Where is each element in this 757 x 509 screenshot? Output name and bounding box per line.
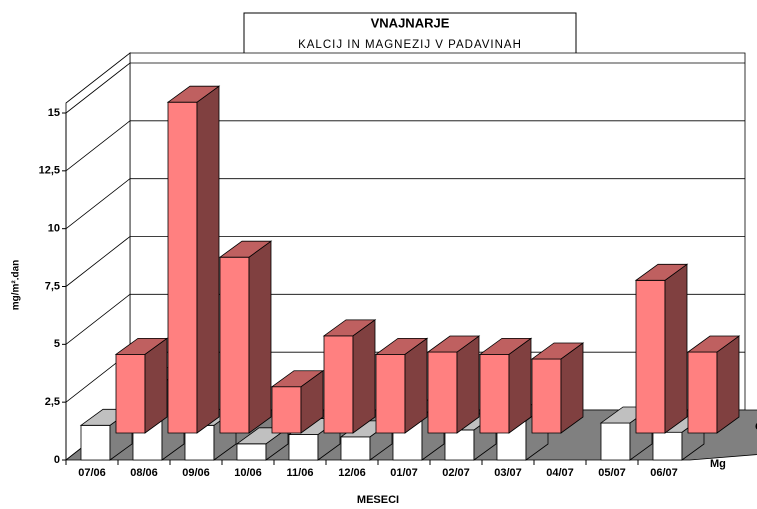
bar-front bbox=[479, 353, 510, 434]
bar-front bbox=[80, 424, 111, 461]
chart-subtitle: KALCIJ IN MAGNEZIJ V PADAVINAH bbox=[298, 39, 522, 51]
x-tick-label: 06/07 bbox=[650, 467, 678, 479]
bar bbox=[114, 337, 169, 434]
y-tick-label: 12,5 bbox=[39, 165, 60, 177]
bar-side bbox=[248, 240, 272, 434]
bar-top bbox=[686, 335, 741, 353]
bar-front bbox=[652, 431, 683, 461]
bar-front bbox=[635, 279, 666, 434]
bar-front bbox=[167, 101, 198, 434]
bar-top bbox=[270, 370, 325, 388]
x-tick-label: 11/06 bbox=[287, 467, 314, 479]
bar-top bbox=[322, 319, 377, 337]
bar bbox=[478, 337, 533, 434]
bar bbox=[374, 337, 429, 434]
bar-front bbox=[323, 335, 354, 434]
bar bbox=[634, 263, 689, 434]
bar bbox=[166, 85, 221, 434]
bar bbox=[686, 335, 741, 434]
bar bbox=[270, 369, 325, 434]
bar-side bbox=[144, 337, 168, 434]
bar-side bbox=[664, 263, 688, 434]
bar-top bbox=[166, 85, 221, 103]
grid-line bbox=[65, 62, 745, 114]
x-tick-label: 09/06 bbox=[182, 467, 210, 479]
bar-side bbox=[508, 337, 532, 434]
bar-side bbox=[352, 319, 376, 434]
bar-top bbox=[634, 263, 689, 281]
y-axis-label: mg/m².dan bbox=[11, 260, 22, 311]
title-box bbox=[243, 12, 577, 61]
grid-line bbox=[65, 178, 745, 229]
x-tick-label: 10/06 bbox=[234, 467, 262, 479]
x-tick-label: 02/07 bbox=[442, 467, 470, 479]
x-tick-label: 05/07 bbox=[598, 467, 626, 479]
x-axis-label: MESECI bbox=[357, 494, 399, 506]
x-tick-label: 08/06 bbox=[130, 467, 158, 479]
y-tick-label: 15 bbox=[48, 107, 60, 119]
bar bbox=[426, 335, 481, 434]
bar-front bbox=[531, 358, 562, 434]
y-tick-label: 7,5 bbox=[45, 280, 60, 292]
bar-front bbox=[375, 353, 406, 434]
bar bbox=[530, 342, 585, 434]
legend-label: Ca bbox=[755, 421, 757, 433]
bar-front bbox=[271, 386, 302, 434]
bar-side bbox=[404, 337, 428, 434]
bar-front bbox=[444, 429, 475, 461]
bar-top bbox=[530, 342, 585, 360]
bar-front bbox=[340, 436, 371, 461]
grid-line bbox=[65, 236, 745, 287]
bar-side bbox=[716, 335, 740, 434]
grid-line bbox=[65, 293, 745, 345]
x-tick-label: 03/07 bbox=[494, 467, 522, 479]
y-tick-label: 5 bbox=[54, 338, 60, 350]
bar bbox=[322, 319, 377, 434]
x-tick-label: 01/07 bbox=[390, 467, 418, 479]
bar-front bbox=[236, 443, 267, 461]
y-tick-label: 0 bbox=[54, 454, 60, 466]
bar-top bbox=[218, 240, 273, 258]
bar-top bbox=[114, 337, 169, 355]
x-tick-label: 12/06 bbox=[338, 467, 366, 479]
legend-label: Mg bbox=[710, 458, 726, 470]
bar-front bbox=[115, 353, 146, 434]
y-tick-label: 2,5 bbox=[45, 396, 60, 408]
bar-front bbox=[427, 351, 458, 434]
grid-line bbox=[65, 120, 745, 172]
bar-side bbox=[456, 335, 480, 434]
x-tick-label: 04/07 bbox=[546, 467, 574, 479]
bar-front bbox=[687, 351, 718, 434]
bar-top bbox=[426, 335, 481, 353]
bar-front bbox=[288, 434, 319, 461]
x-tick-label: 07/06 bbox=[78, 467, 106, 479]
bar-top bbox=[374, 337, 429, 355]
y-tick-label: 10 bbox=[48, 223, 60, 235]
bar-top bbox=[478, 337, 533, 355]
chart-title: VNAJNARJE bbox=[371, 15, 450, 30]
bar-front bbox=[219, 256, 250, 434]
bar bbox=[218, 240, 273, 434]
bar-side bbox=[196, 85, 220, 434]
bar-front bbox=[600, 422, 631, 461]
